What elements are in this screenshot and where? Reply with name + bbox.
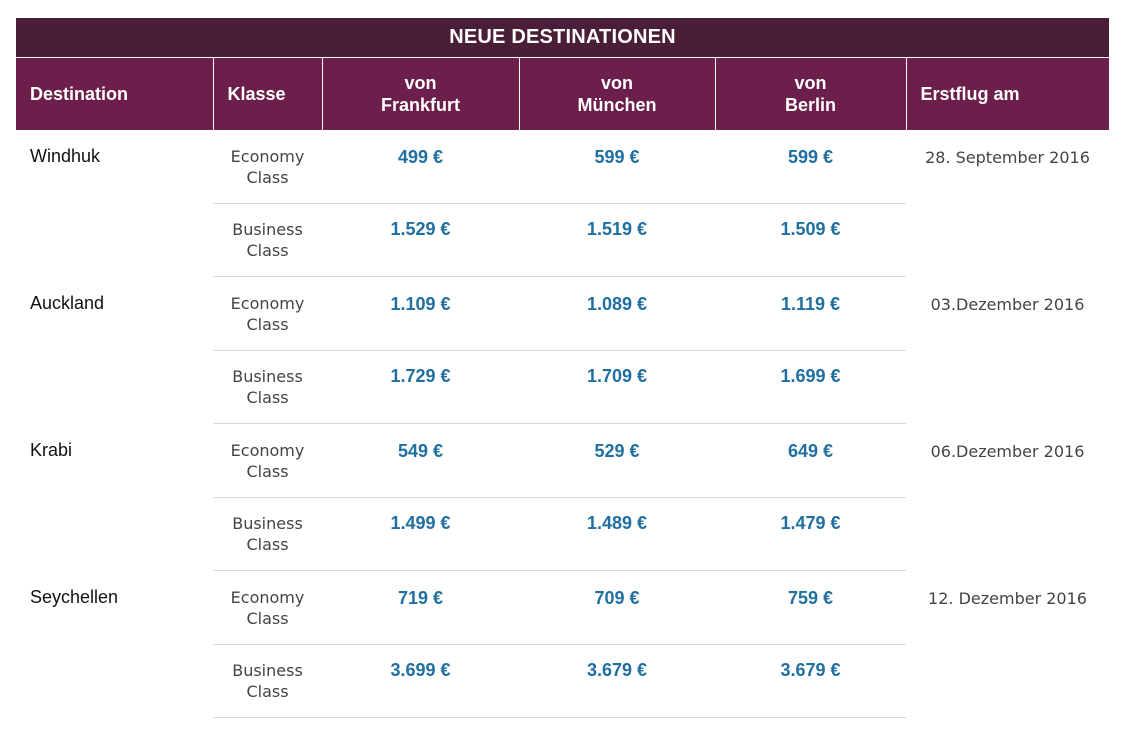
table-row-economy: Windhuk Economy Class 499 €599 €599 €28. Se… — [16, 130, 1109, 204]
first-flight-date: 28. September 2016 — [925, 148, 1090, 167]
class-label-business: Business Class — [213, 203, 322, 277]
class-label-business: Business Class — [213, 497, 322, 571]
table-row-business: Business Class 1.729 €1.709 €1.699 € — [16, 350, 1109, 424]
class-label-line1: Economy — [230, 147, 305, 166]
header-frankfurt: von Frankfurt — [321, 57, 519, 130]
class-label-line2: Class — [246, 682, 289, 701]
class-label-line2: Class — [246, 315, 289, 334]
destinations-table: NEUE DESTINATIONEN Destination Klasse vo… — [16, 18, 1109, 718]
destination-name: Seychellen — [30, 586, 119, 607]
table-row-business: Business Class 1.529 €1.519 €1.509 € — [16, 203, 1109, 277]
table-body: Windhuk Economy Class 499 €599 €599 €28. Se… — [16, 130, 1109, 718]
price-berlin: 649 € — [715, 423, 906, 498]
destination-name: Krabi — [30, 439, 73, 460]
header-muenchen-top: von — [600, 73, 633, 93]
destination-name: Auckland — [30, 292, 105, 313]
first-flight-date: 06.Dezember 2016 — [930, 441, 1085, 461]
table-header-row: Destination Klasse von Frankfurt von Mün… — [16, 57, 1109, 130]
price-muenchen: 1.489 € — [519, 497, 715, 571]
class-label-line1: Business — [232, 661, 303, 680]
class-label-economy: Economy Class — [213, 130, 322, 204]
class-label-business: Business Class — [213, 350, 322, 424]
price-berlin: 759 € — [715, 570, 906, 645]
header-muenchen-bottom: München — [577, 95, 657, 115]
header-klasse: Klasse — [212, 57, 322, 130]
price-frankfurt: 719 € — [322, 570, 519, 645]
header-berlin-bottom: Berlin — [784, 95, 836, 115]
price-muenchen: 1.519 € — [519, 203, 715, 277]
class-label-line2: Class — [246, 168, 289, 187]
class-label-line1: Business — [232, 367, 303, 386]
header-muenchen: von München — [518, 57, 715, 130]
table-row-economy: Auckland Economy Class 1.109 €1.089 €1.119 … — [16, 276, 1109, 351]
class-label-line2: Class — [246, 462, 289, 481]
price-berlin: 1.479 € — [715, 497, 906, 571]
class-label-line1: Economy — [230, 588, 305, 607]
first-flight-date: 03.Dezember 2016 — [930, 294, 1085, 314]
first-flight-date: 12. Dezember 2016 — [928, 588, 1087, 608]
price-muenchen: 1.089 € — [519, 276, 715, 351]
header-destination: Destination — [16, 57, 213, 130]
table-row-economy: Seychellen Economy Class 719 €709 €759 € 12.… — [16, 570, 1109, 645]
table-row-business: Business Class 3.699 €3.679 €3.679 € — [16, 644, 1109, 718]
price-berlin: 1.699 € — [715, 350, 906, 424]
table-row-business: Business Class 1.499 €1.489 €1.479 € — [16, 497, 1109, 571]
price-frankfurt: 1.529 € — [322, 203, 519, 277]
price-frankfurt: 499 € — [322, 130, 519, 204]
destination-name: Windhuk — [30, 146, 101, 166]
header-frankfurt-bottom: Frankfurt — [380, 95, 460, 115]
class-label-line2: Class — [246, 535, 289, 554]
price-berlin: 3.679 € — [715, 644, 906, 718]
header-berlin-top: von — [794, 73, 827, 93]
table-title: NEUE DESTINATIONEN — [16, 18, 1109, 58]
price-frankfurt: 549 € — [322, 423, 519, 498]
class-label-business: Business Class — [213, 644, 322, 718]
header-berlin: von Berlin — [714, 57, 906, 130]
price-frankfurt: 3.699 € — [322, 644, 519, 718]
price-muenchen: 3.679 € — [519, 644, 715, 718]
price-muenchen: 529 € — [519, 423, 715, 498]
price-berlin: 599 € — [715, 130, 906, 204]
price-muenchen: 1.709 € — [519, 350, 715, 424]
class-label-economy: Economy Class — [213, 276, 322, 351]
table-row-economy: Krabi Economy Class 549 €529 €649 € 06.Dezem… — [16, 423, 1109, 498]
price-berlin: 1.509 € — [715, 203, 906, 277]
table-title-row: NEUE DESTINATIONEN — [16, 18, 1109, 58]
class-label-line2: Class — [246, 609, 289, 628]
class-label-line2: Class — [246, 388, 289, 407]
class-label-economy: Economy Class — [213, 570, 322, 645]
class-label-line1: Business — [232, 220, 303, 239]
price-muenchen: 599 € — [519, 130, 715, 204]
class-label-line1: Economy — [230, 441, 305, 460]
class-label-line1: Business — [232, 514, 303, 533]
price-frankfurt: 1.109 € — [322, 276, 519, 351]
class-label-line1: Economy — [230, 294, 305, 313]
price-berlin: 1.119 € — [715, 276, 906, 351]
price-frankfurt: 1.729 € — [322, 350, 519, 424]
price-frankfurt: 1.499 € — [322, 497, 519, 571]
destinations-table-wrapper: NEUE DESTINATIONEN Destination Klasse vo… — [16, 18, 1109, 718]
class-label-economy: Economy Class — [213, 423, 322, 498]
price-muenchen: 709 € — [519, 570, 715, 645]
header-frankfurt-top: von — [404, 73, 437, 93]
header-erstflug: Erstflug am — [905, 57, 1109, 130]
class-label-line2: Class — [246, 241, 289, 260]
